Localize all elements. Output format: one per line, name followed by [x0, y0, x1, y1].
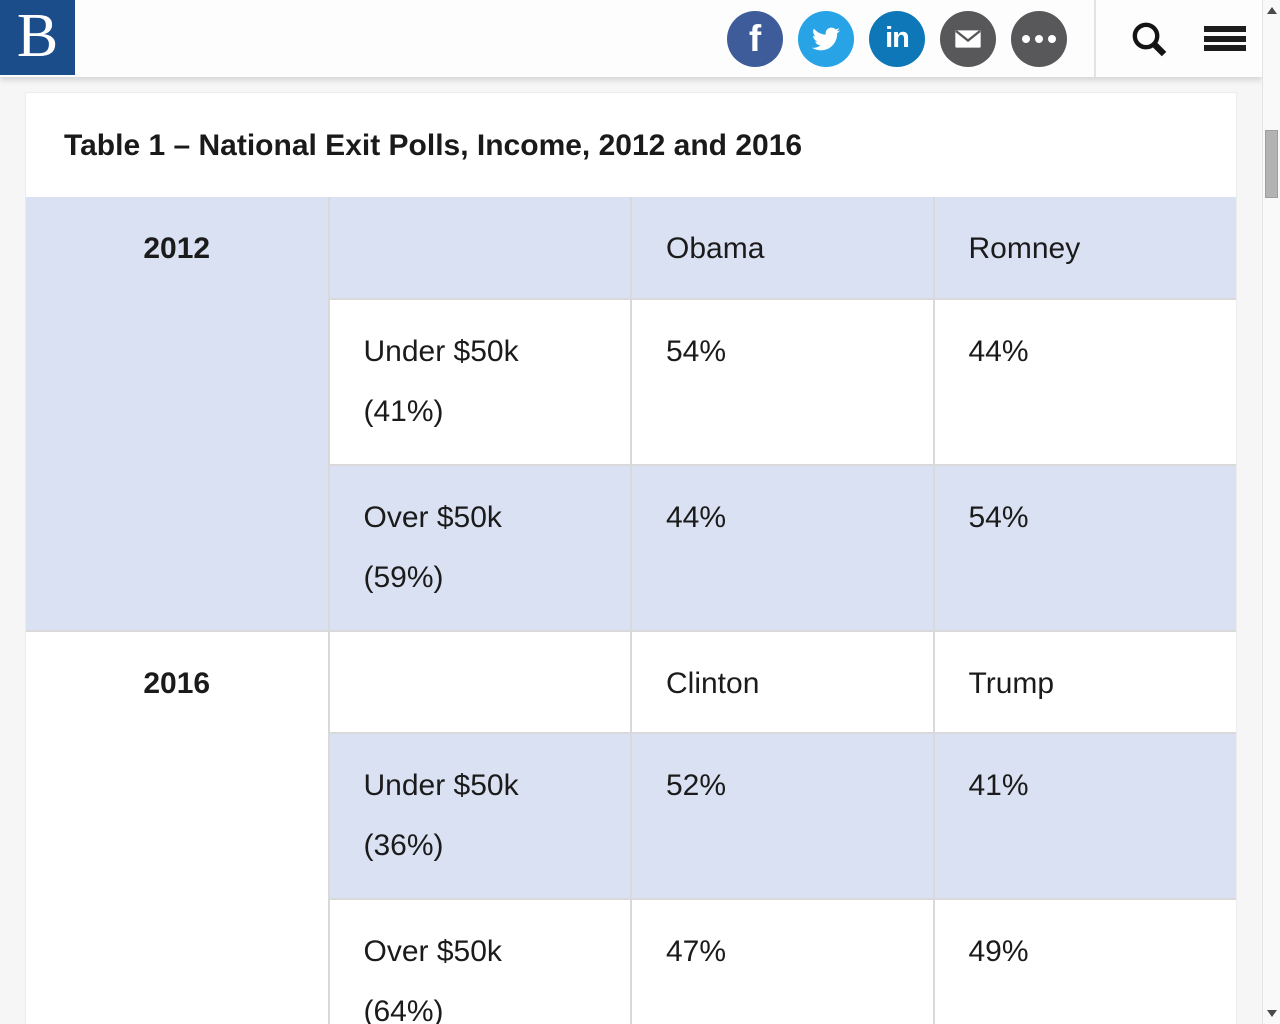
income-cell: Under $50k (36%)	[328, 732, 632, 900]
income-cell: Over $50k (59%)	[328, 464, 632, 632]
email-share-button[interactable]	[940, 10, 996, 67]
empty-cell	[327, 630, 632, 734]
more-share-button[interactable]	[1011, 10, 1067, 67]
income-label: Over $50k	[363, 501, 502, 534]
value-cell: 47%	[630, 898, 935, 1024]
email-icon	[952, 23, 984, 55]
value-cell: 49%	[932, 898, 1236, 1024]
value-cell: 44%	[630, 464, 935, 632]
search-button[interactable]	[1128, 18, 1170, 60]
candidate-cell-romney: Romney	[932, 197, 1236, 300]
candidate-cell-clinton: Clinton	[630, 630, 935, 734]
exit-poll-table: 2012 Obama Romney Under $50k (41%) 54% 4…	[26, 197, 1236, 1024]
article-table-card: Table 1 – National Exit Polls, Income, 2…	[25, 92, 1237, 1024]
value-cell: 54%	[932, 464, 1236, 632]
empty-cell	[327, 197, 632, 300]
income-cell: Under $50k (41%)	[328, 298, 632, 466]
candidate-cell-obama: Obama	[630, 197, 935, 300]
twitter-icon	[810, 25, 842, 53]
ellipsis-icon	[1022, 34, 1056, 43]
vertical-scrollbar[interactable]	[1262, 0, 1280, 1024]
header-divider	[1094, 0, 1096, 77]
scrollbar-thumb[interactable]	[1265, 130, 1278, 198]
twitter-share-button[interactable]	[798, 10, 854, 67]
hamburger-icon	[1204, 23, 1246, 55]
year-cell-2016: 2016	[26, 630, 330, 1024]
table-row-2012-under50k: Under $50k (41%) 54% 44%	[26, 298, 1236, 466]
search-icon	[1128, 18, 1170, 60]
income-cell: Over $50k (64%)	[328, 898, 632, 1024]
year-cell-2012: 2012	[26, 197, 330, 632]
table-row-2012-header: 2012 Obama Romney	[26, 197, 1236, 632]
scroll-up-arrow-icon[interactable]	[1267, 7, 1277, 14]
value-cell: 52%	[630, 732, 935, 900]
site-logo[interactable]: B	[0, 0, 75, 75]
candidate-cell-trump: Trump	[932, 630, 1236, 734]
table-row-2012-over50k: Over $50k (59%) 44% 54%	[26, 464, 1236, 632]
value-cell: 41%	[932, 732, 1236, 900]
facebook-share-button[interactable]: f	[727, 10, 783, 67]
linkedin-share-button[interactable]: in	[869, 10, 925, 67]
table-row-2016-header: 2016 Clinton Trump	[26, 630, 1236, 1024]
value-cell: 54%	[630, 298, 935, 466]
facebook-icon: f	[748, 17, 762, 59]
value-cell: 44%	[932, 298, 1236, 466]
income-share: (36%)	[363, 829, 444, 862]
header-toolbar: f in	[712, 0, 1250, 77]
linkedin-icon: in	[885, 22, 910, 54]
scroll-down-arrow-icon[interactable]	[1267, 1010, 1277, 1017]
income-label: Over $50k	[363, 935, 502, 968]
menu-button[interactable]	[1204, 23, 1246, 55]
site-header: B f in	[0, 0, 1262, 77]
income-label: Under $50k	[363, 769, 519, 802]
income-label: Under $50k	[363, 335, 519, 368]
income-share: (41%)	[363, 395, 444, 428]
income-share: (59%)	[363, 561, 444, 594]
table-title: Table 1 – National Exit Polls, Income, 2…	[64, 129, 803, 162]
logo-letter: B	[16, 1, 59, 70]
table-row-2016-over50k: Over $50k (64%) 47% 49%	[26, 898, 1236, 1024]
table-row-2016-under50k: Under $50k (36%) 52% 41%	[26, 732, 1236, 900]
income-share: (64%)	[363, 995, 444, 1024]
